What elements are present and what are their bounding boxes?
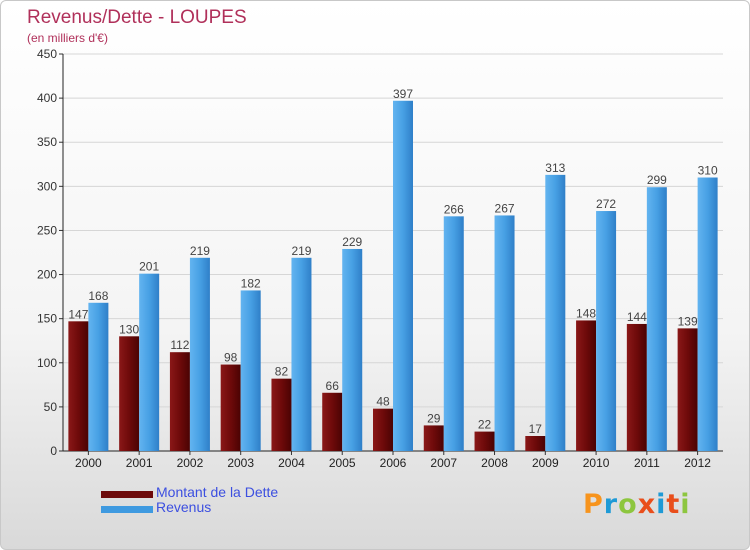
x-tick-label-2009: 2009 [532,456,559,470]
x-tick-label-2011: 2011 [634,456,660,470]
y-tick-label: 400 [37,91,57,105]
y-tick-label: 350 [37,135,57,149]
x-tick-label-2005: 2005 [329,456,356,470]
y-tick-label: 150 [37,312,57,326]
chart-subtitle: (en milliers d'€) [27,31,108,45]
x-tick-label-2007: 2007 [430,456,457,470]
value-label-dette-2012: 139 [678,314,698,328]
value-label-revenus-2008: 267 [495,201,515,215]
bar-revenus-2000 [88,302,109,451]
x-tick-label-2003: 2003 [227,456,254,470]
bar-revenus-2009 [545,174,566,451]
logo-letter: i [656,489,667,520]
bar-dette-2000 [68,321,89,451]
value-label-dette-2001: 130 [119,322,139,336]
x-tick-label-2001: 2001 [126,456,153,470]
bar-revenus-2007 [443,216,464,451]
bar-revenus-2008 [494,215,515,451]
bar-revenus-2002 [189,257,210,451]
bar-dette-2011 [626,323,647,451]
bar-dette-2004 [271,378,292,451]
bar-dette-2001 [119,336,140,451]
y-tick-label: 0 [50,444,57,458]
value-label-revenus-2005: 229 [342,235,362,249]
logo-letter: t [666,489,681,520]
bar-revenus-2001 [139,273,160,451]
value-label-dette-2006: 48 [376,395,390,409]
value-label-dette-2000: 147 [68,307,88,321]
bar-revenus-2011 [646,187,667,451]
value-label-revenus-2010: 272 [596,197,616,211]
bar-revenus-2010 [596,211,617,451]
legend-label-revenus: Revenus [156,499,212,515]
y-tick-label: 300 [37,179,57,193]
bar-dette-2010 [576,320,597,451]
proxiti-logo: Proxiti [583,489,691,520]
value-label-revenus-2004: 219 [291,244,311,258]
value-label-dette-2011: 144 [627,310,647,324]
value-label-dette-2004: 82 [275,365,289,379]
y-tick-label: 250 [37,223,57,237]
value-label-revenus-2001: 201 [139,260,159,274]
bar-revenus-2005 [342,248,363,451]
bar-dette-2005 [322,392,343,451]
value-label-dette-2008: 22 [478,418,492,432]
value-label-revenus-2006: 397 [393,87,413,101]
y-tick-label: 450 [37,47,57,61]
value-label-dette-2002: 112 [170,338,189,352]
legend-swatch-revenus [101,506,153,513]
bar-dette-2008 [474,431,495,451]
x-tick-label-2000: 2000 [75,456,102,470]
legend-swatch-dette [101,491,153,498]
x-tick-label-2010: 2010 [583,456,610,470]
bar-dette-2006 [373,408,393,451]
logo-letter: i [680,489,691,520]
value-label-dette-2010: 148 [576,306,596,320]
bar-dette-2007 [423,425,444,451]
value-label-dette-2005: 66 [326,379,340,393]
axes: 0 50 100 150 200 250 300 350 400 450 2000 2001 2002 2… [37,47,723,470]
x-tick-label-2012: 2012 [684,456,711,470]
bar-dette-2009 [525,436,546,451]
value-label-dette-2003: 98 [224,351,238,365]
x-tick-label-2008: 2008 [481,456,508,470]
bar-revenus-2003 [240,290,261,451]
value-label-dette-2007: 29 [427,411,441,425]
bar-revenus-2006 [393,100,413,451]
value-label-revenus-2012: 310 [698,164,718,178]
value-label-revenus-2007: 266 [444,202,464,216]
legend-label-dette: Montant de la Dette [156,484,279,500]
bar-revenus-2012 [697,177,718,451]
value-label-revenus-2000: 168 [88,289,108,303]
x-tick-label-2002: 2002 [177,456,204,470]
y-tick-label: 100 [37,356,57,370]
bars [68,100,718,451]
bar-dette-2003 [220,364,241,451]
logo-letter: x [637,489,657,520]
y-tick-label: 50 [44,400,58,414]
y-tick-label: 200 [37,268,57,282]
logo-letter: o [618,489,638,520]
logo-letter: P [583,489,604,520]
x-tick-label-2006: 2006 [380,456,407,470]
chart-title: Revenus/Dette - LOUPES [27,7,247,28]
bar-revenus-2004 [291,257,312,451]
value-label-revenus-2011: 299 [647,173,667,187]
bar-dette-2002 [169,352,190,451]
x-tick-label-2004: 2004 [278,456,305,470]
value-label-revenus-2009: 313 [545,161,565,175]
logo-letter: r [603,489,619,520]
value-label-revenus-2003: 182 [241,276,261,290]
value-label-dette-2009: 17 [529,422,543,436]
bar-dette-2012 [677,328,698,451]
value-label-revenus-2002: 219 [190,244,210,258]
